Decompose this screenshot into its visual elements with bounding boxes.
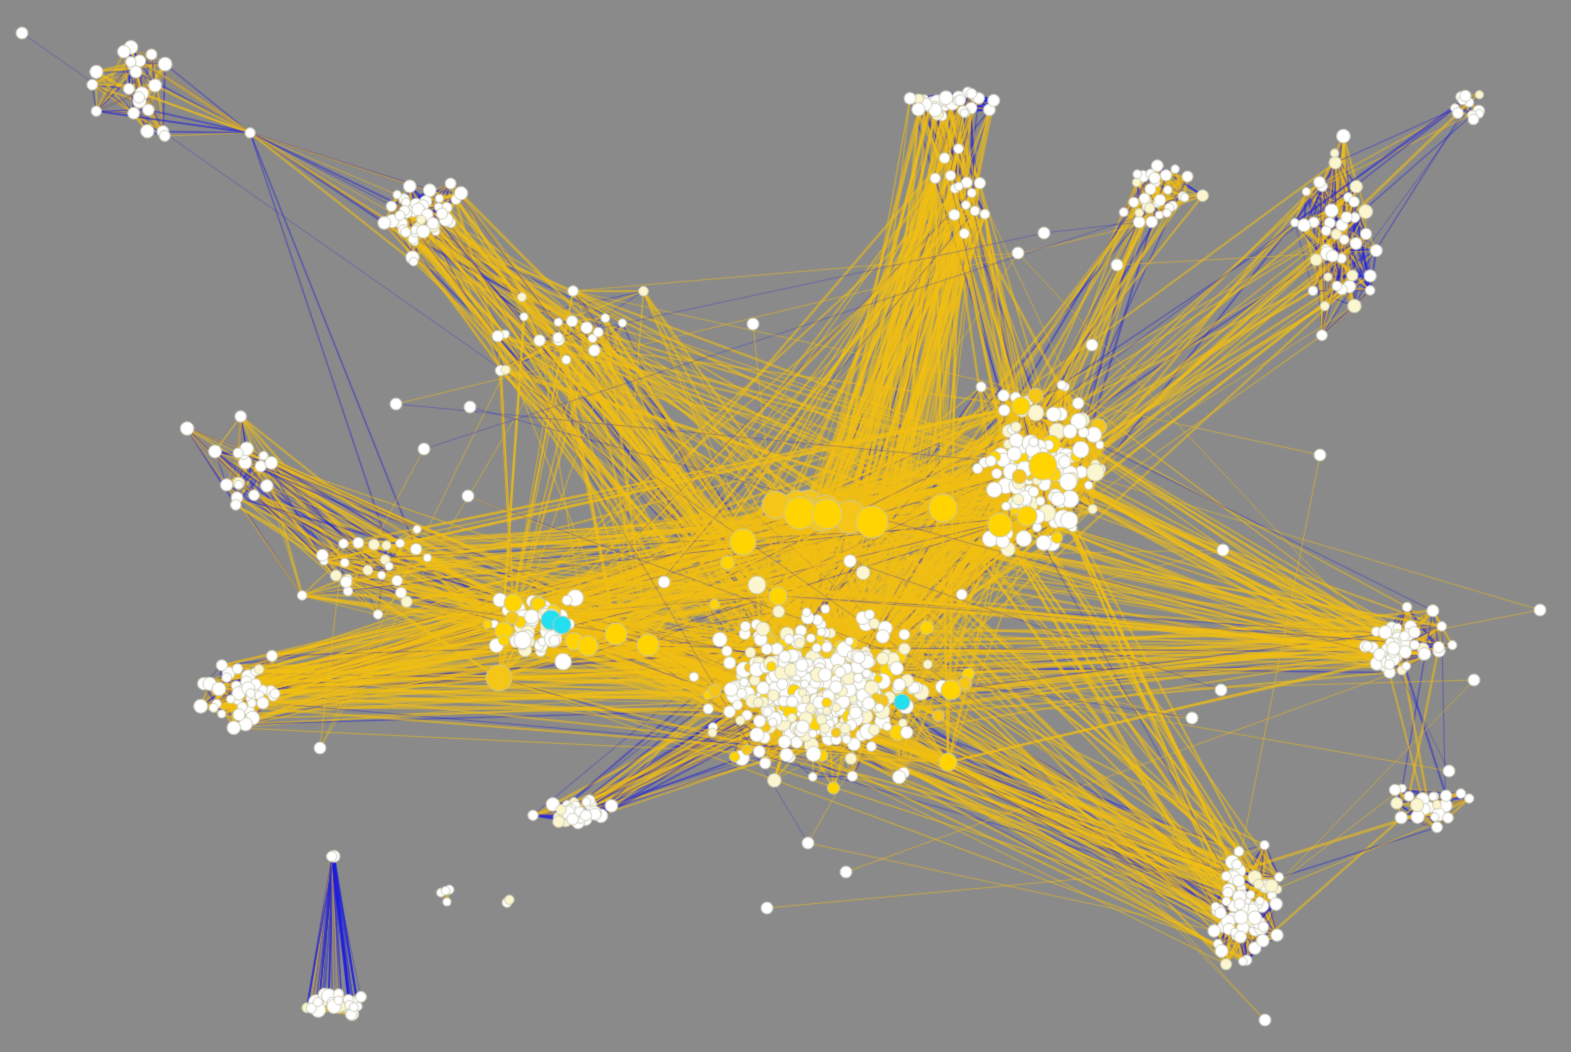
graph-canvas[interactable] bbox=[0, 0, 1571, 1052]
network-graph-visualization[interactable] bbox=[0, 0, 1571, 1052]
